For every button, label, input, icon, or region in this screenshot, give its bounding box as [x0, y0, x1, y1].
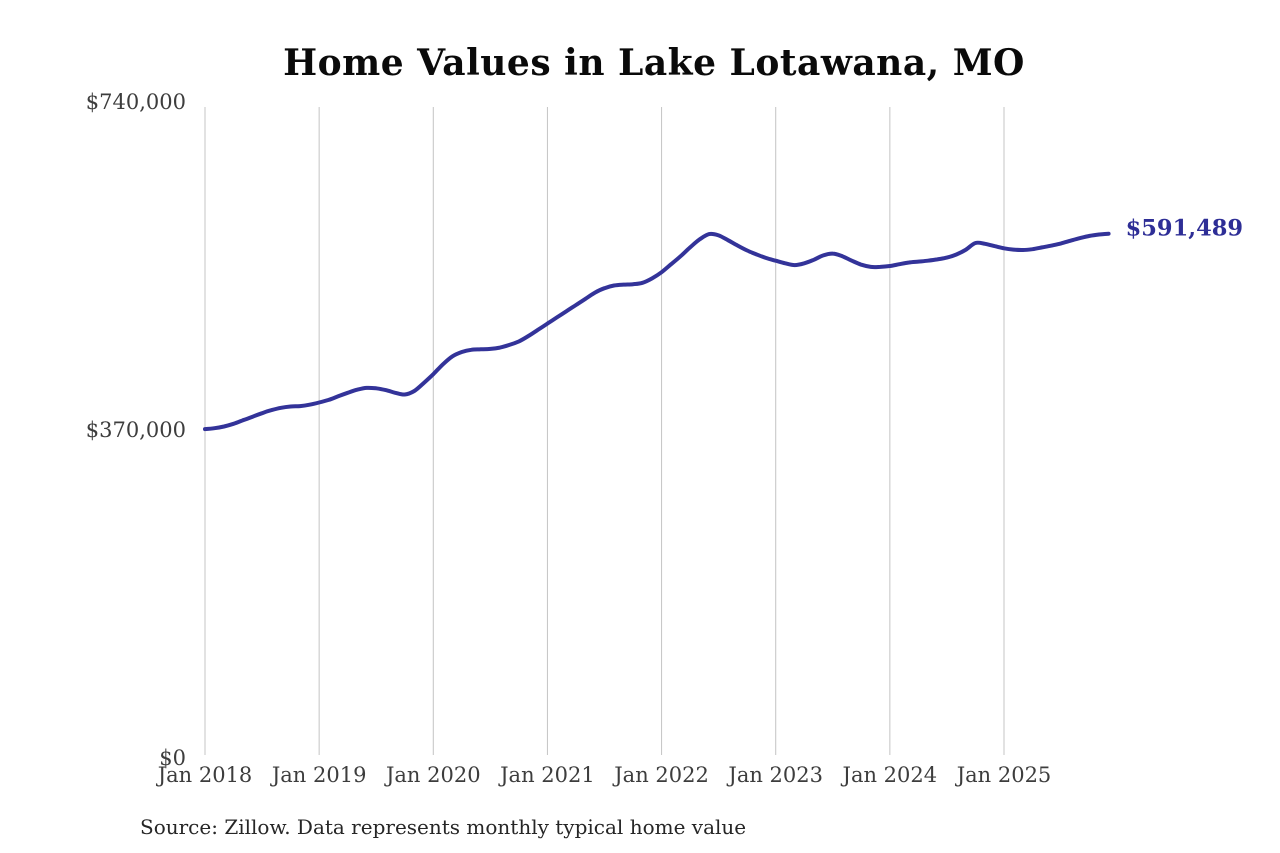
y-axis-tick-label: $0 — [159, 746, 186, 770]
y-axis-tick-label: $370,000 — [86, 418, 186, 442]
home-value-line — [203, 231, 1111, 432]
x-axis-tick-label: Jan 2020 — [384, 763, 481, 787]
latest-value-label: $591,489 — [1126, 216, 1243, 242]
y-axis-labels: $740,000 $370,000 $0 — [86, 90, 186, 770]
source-note: Source: Zillow. Data represents monthly … — [140, 815, 747, 839]
x-axis-tick-label: Jan 2024 — [841, 763, 938, 787]
x-axis-labels: Jan 2018 Jan 2019 Jan 2020 Jan 2021 Jan 2022… — [156, 763, 1052, 787]
chart-title: Home Values in Lake Lotawana, MO — [283, 42, 1025, 84]
x-axis-tick-label: Jan 2018 — [156, 763, 253, 787]
year-gridlines — [204, 107, 1005, 755]
x-axis-tick-label: Jan 2023 — [726, 763, 823, 787]
y-axis-tick-label: $740,000 — [86, 90, 186, 114]
x-axis-tick-label: Jan 2022 — [612, 763, 709, 787]
x-axis-tick-label: Jan 2019 — [270, 763, 367, 787]
x-axis-tick-label: Jan 2025 — [955, 763, 1052, 787]
x-axis-tick-label: Jan 2021 — [498, 763, 595, 787]
